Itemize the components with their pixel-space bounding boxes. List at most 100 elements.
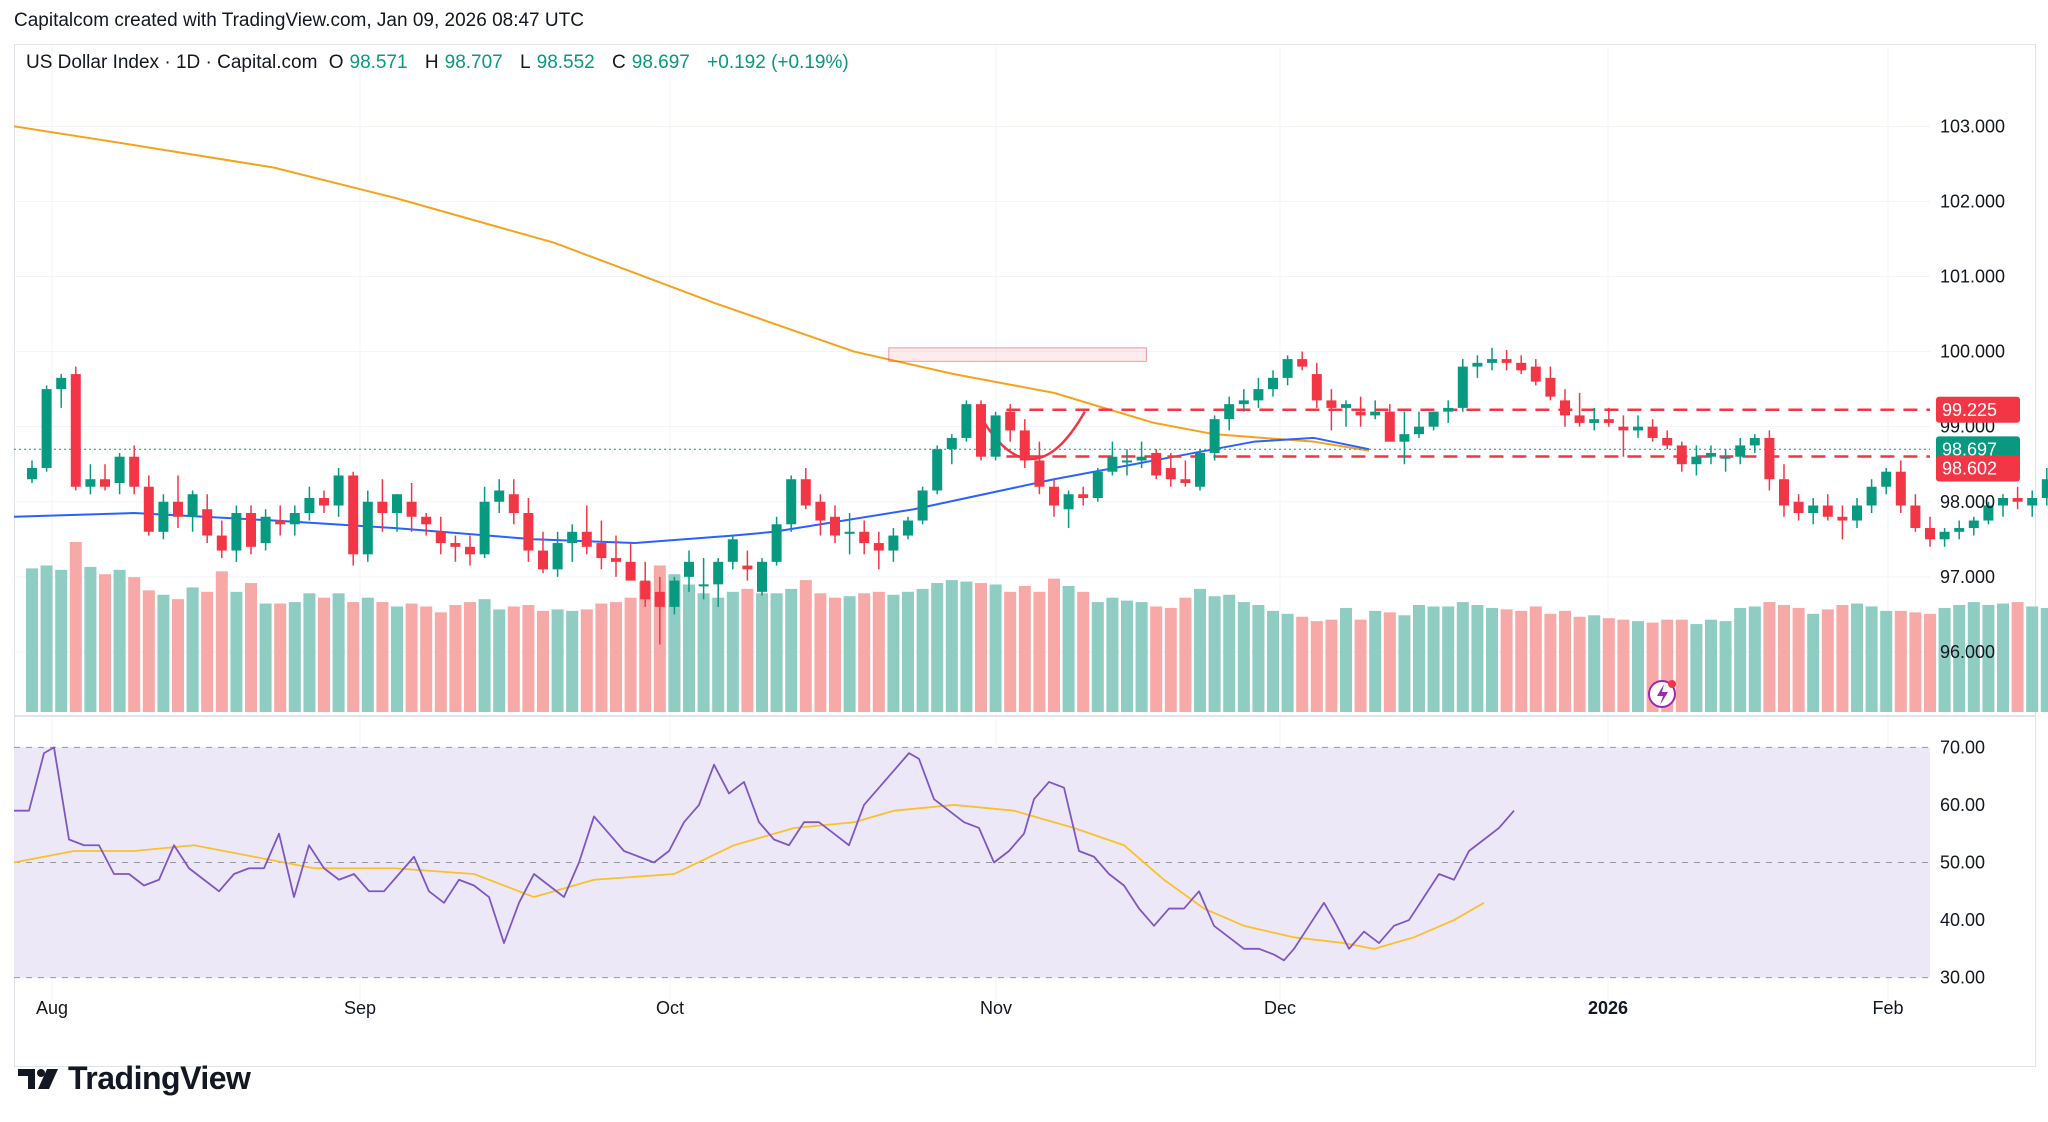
candle[interactable] bbox=[304, 486, 315, 521]
candle[interactable] bbox=[654, 576, 665, 645]
candle[interactable] bbox=[567, 524, 578, 562]
candle[interactable] bbox=[202, 494, 213, 544]
candle[interactable] bbox=[771, 516, 782, 566]
candle[interactable] bbox=[611, 535, 621, 577]
candle[interactable] bbox=[85, 464, 96, 495]
candle[interactable] bbox=[187, 490, 198, 532]
candle[interactable] bbox=[275, 505, 286, 536]
candle[interactable] bbox=[1545, 366, 1556, 401]
candle[interactable] bbox=[1837, 505, 1848, 540]
candle[interactable] bbox=[2027, 490, 2038, 517]
candle[interactable] bbox=[684, 550, 694, 592]
candle[interactable] bbox=[494, 479, 505, 514]
candle[interactable] bbox=[1589, 407, 1600, 431]
candle[interactable] bbox=[1516, 355, 1527, 375]
candle[interactable] bbox=[844, 513, 855, 555]
candle[interactable] bbox=[1457, 359, 1468, 412]
candle[interactable] bbox=[742, 550, 753, 581]
candle[interactable] bbox=[1063, 490, 1074, 529]
price-label[interactable]: 98.602 bbox=[1936, 455, 2020, 482]
price-label[interactable]: 99.225 bbox=[1936, 396, 2020, 423]
candle[interactable] bbox=[435, 516, 446, 555]
candle[interactable] bbox=[70, 366, 81, 491]
candle[interactable] bbox=[392, 494, 402, 532]
candle[interactable] bbox=[1238, 389, 1249, 412]
replay-icon[interactable] bbox=[1648, 680, 1676, 708]
candle[interactable] bbox=[1092, 467, 1103, 502]
tradingview-logo[interactable]: TradingView bbox=[18, 1060, 251, 1097]
candle[interactable] bbox=[1603, 407, 1614, 427]
candle[interactable] bbox=[1968, 516, 1979, 536]
candle[interactable] bbox=[1370, 400, 1381, 420]
candle[interactable] bbox=[1749, 434, 1760, 453]
candle[interactable] bbox=[450, 535, 461, 562]
candle[interactable] bbox=[946, 434, 957, 465]
candle[interactable] bbox=[1881, 467, 1892, 495]
candle[interactable] bbox=[1136, 441, 1147, 468]
candle[interactable] bbox=[1399, 411, 1410, 465]
candle[interactable] bbox=[289, 505, 300, 536]
candle[interactable] bbox=[1808, 498, 1819, 525]
candle[interactable] bbox=[1341, 400, 1351, 427]
candle[interactable] bbox=[1253, 377, 1264, 408]
candle[interactable] bbox=[1910, 494, 1921, 532]
candle[interactable] bbox=[1574, 392, 1585, 427]
candle[interactable] bbox=[231, 505, 242, 562]
candle[interactable] bbox=[1706, 445, 1716, 465]
candle[interactable] bbox=[1355, 396, 1366, 427]
candle[interactable] bbox=[1078, 486, 1089, 506]
candle[interactable] bbox=[625, 543, 636, 581]
candle[interactable] bbox=[800, 467, 811, 510]
candle[interactable] bbox=[260, 509, 271, 551]
candle[interactable] bbox=[523, 498, 534, 562]
candle[interactable] bbox=[1662, 430, 1673, 450]
candle[interactable] bbox=[246, 505, 256, 555]
candle[interactable] bbox=[990, 411, 1001, 461]
candle[interactable] bbox=[508, 479, 519, 525]
candle[interactable] bbox=[100, 464, 110, 491]
candle[interactable] bbox=[1720, 449, 1731, 472]
resistance-zone[interactable] bbox=[888, 347, 1147, 362]
candle[interactable] bbox=[552, 531, 563, 577]
candle[interactable] bbox=[1866, 479, 1877, 514]
candle[interactable] bbox=[1428, 411, 1439, 431]
candle[interactable] bbox=[2041, 467, 2048, 506]
candle[interactable] bbox=[377, 479, 388, 532]
candle[interactable] bbox=[1560, 389, 1570, 427]
candle[interactable] bbox=[1735, 437, 1746, 465]
candle[interactable] bbox=[786, 475, 797, 532]
candle[interactable] bbox=[873, 531, 884, 570]
candle[interactable] bbox=[158, 494, 169, 540]
candle[interactable] bbox=[932, 445, 943, 495]
candle[interactable] bbox=[903, 516, 913, 540]
candle[interactable] bbox=[1282, 355, 1293, 386]
candle[interactable] bbox=[465, 535, 475, 566]
candle[interactable] bbox=[333, 467, 344, 517]
candle[interactable] bbox=[1195, 449, 1205, 491]
candle[interactable] bbox=[406, 482, 417, 532]
candle[interactable] bbox=[1998, 494, 2008, 517]
candle[interactable] bbox=[173, 475, 183, 529]
candle[interactable] bbox=[757, 558, 767, 596]
candle[interactable] bbox=[143, 475, 154, 536]
candle[interactable] bbox=[1530, 359, 1541, 386]
candle[interactable] bbox=[421, 513, 432, 536]
candle[interactable] bbox=[976, 400, 986, 461]
candle[interactable] bbox=[362, 490, 373, 562]
candle[interactable] bbox=[2012, 486, 2023, 510]
candle[interactable] bbox=[917, 486, 928, 525]
candle[interactable] bbox=[1472, 355, 1483, 378]
candle[interactable] bbox=[1165, 452, 1176, 487]
candle[interactable] bbox=[1501, 350, 1512, 371]
candle[interactable] bbox=[1384, 404, 1395, 442]
candle[interactable] bbox=[1895, 460, 1906, 514]
candle[interactable] bbox=[1691, 445, 1702, 476]
candle[interactable] bbox=[27, 460, 37, 483]
candle[interactable] bbox=[1326, 389, 1337, 431]
candle[interactable] bbox=[596, 520, 607, 570]
candle[interactable] bbox=[1647, 419, 1658, 442]
candle[interactable] bbox=[348, 471, 359, 566]
candle[interactable] bbox=[669, 576, 680, 615]
candle[interactable] bbox=[1049, 479, 1059, 517]
candle[interactable] bbox=[1954, 520, 1965, 540]
